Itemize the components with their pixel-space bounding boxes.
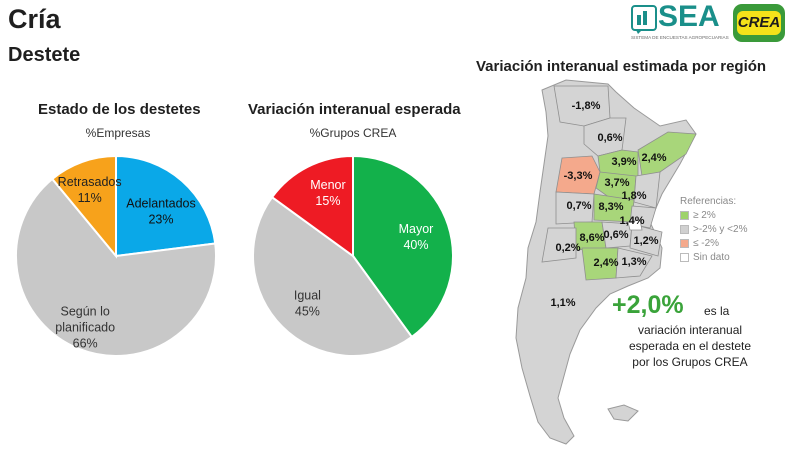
map-label: 0,2%: [555, 242, 580, 254]
pie-slice-adelantados: [115, 154, 217, 258]
argentina-map: -1,8% 0,6% 3,9% 2,4% -3,3% 3,7% 1,8% 0,7…: [515, 79, 697, 445]
crea-logo-text: CREA: [737, 11, 781, 35]
legend-item: ≥ 2%: [680, 208, 747, 222]
pie-slice-value-label: 15%: [315, 194, 340, 208]
page-title: Cría: [8, 4, 61, 34]
highlight-value: +2,0%: [612, 291, 684, 319]
legend-swatch: [680, 252, 689, 262]
map-label: 1,2%: [633, 235, 658, 247]
map-label: 3,7%: [604, 177, 629, 189]
sea-logo-text: SEA: [658, 0, 720, 33]
pie-slice-menor: [270, 154, 354, 258]
map-label: 0,6%: [603, 229, 628, 241]
map-label: 2,4%: [593, 257, 618, 269]
legend-title: Referencias:: [680, 195, 737, 207]
map-label: 1,8%: [621, 190, 646, 202]
map-legend: Referencias: ≥ 2% >-2% y <2% ≤ -2% Sin d…: [680, 194, 747, 264]
highlight-line: por los Grupos CREA: [632, 355, 748, 369]
legend-swatch: [680, 210, 689, 220]
page-subtitle: Destete: [8, 44, 81, 66]
legend-swatch: [680, 238, 689, 248]
map-label: 1,4%: [619, 215, 644, 227]
pie-chart-estado-destetes: Adelantados 23% Según lo planificado 66% Retr…: [15, 154, 217, 357]
map-label: 2,4%: [641, 152, 666, 164]
legend-label: ≥ 2%: [693, 209, 716, 221]
map-region-la-pampa: [541, 227, 577, 263]
pie-slice-igual: [252, 195, 414, 357]
map-label: -3,3%: [564, 170, 593, 182]
legend-label: ≤ -2%: [693, 237, 720, 249]
legend-swatch: [680, 224, 689, 234]
legend-label: >-2% y <2%: [693, 223, 748, 235]
pie-slice-name-label: Igual: [294, 289, 321, 303]
highlight-line: esperada en el destete: [628, 339, 752, 353]
chart2-title: Variación interanual esperada: [248, 101, 461, 118]
chart1-subtitle: %Empresas: [85, 126, 151, 140]
map-label: 1,3%: [621, 256, 646, 268]
map-label: 0,6%: [597, 132, 622, 144]
map-label: 8,6%: [579, 232, 604, 244]
legend-label: Sin dato: [693, 251, 730, 263]
legend-item: Sin dato: [680, 250, 747, 264]
pie-slice-name-label: Menor: [310, 178, 345, 192]
map-label: -1,8%: [572, 100, 601, 112]
legend-item: ≤ -2%: [680, 236, 747, 250]
highlight-line: variación interanual: [637, 323, 743, 337]
map-region-mar-tandil: [615, 247, 653, 279]
map-label: 0,7%: [566, 200, 591, 212]
pie-slice-value-label: 45%: [295, 305, 320, 319]
pie-slice-value-label: 66%: [73, 337, 98, 351]
highlight-text: variación interanual esperada en el dest…: [600, 322, 780, 370]
map-label: 1,1%: [550, 297, 575, 309]
map-label: 8,3%: [598, 201, 623, 213]
pie-slice-name-label: Mayor: [399, 222, 434, 236]
pie-slice-value-label: 11%: [78, 191, 102, 205]
map-label: 3,9%: [611, 156, 636, 168]
pie-slice-value-label: 40%: [403, 238, 428, 252]
chart1-title: Estado de los destetes: [38, 101, 201, 118]
legend-item: >-2% y <2%: [680, 222, 747, 236]
chart2-subtitle: %Grupos CREA: [309, 126, 397, 140]
pie-slice-name-label: Adelantados: [126, 196, 196, 210]
pie-slice-value-label: 23%: [148, 212, 173, 226]
map-title: Variación interanual estimada por región: [476, 58, 767, 75]
map-region-este-bsas: [629, 223, 663, 257]
map-region-sin-dato: [627, 219, 643, 231]
map-island: [607, 404, 639, 422]
pie-slice-name-label: Según lo: [60, 305, 109, 319]
sea-logo-tagline: SISTEMA DE ENCUESTAS AGROPECUARIAS: [631, 35, 729, 40]
sea-logo-icon: [631, 5, 657, 34]
pie-chart-variacion-esperada: Mayor 40% Igual 45% Menor 15%: [252, 154, 454, 357]
pie-slice-name-label: Retrasados: [58, 175, 122, 189]
pie-slice-seg-n-lo-planificado: [15, 177, 217, 357]
highlight-text-inline: es la: [704, 304, 730, 318]
pie-slice-name-label: planificado: [55, 321, 115, 335]
pie-slice-retrasados: [50, 154, 117, 259]
pie-slice-mayor: [352, 154, 454, 339]
